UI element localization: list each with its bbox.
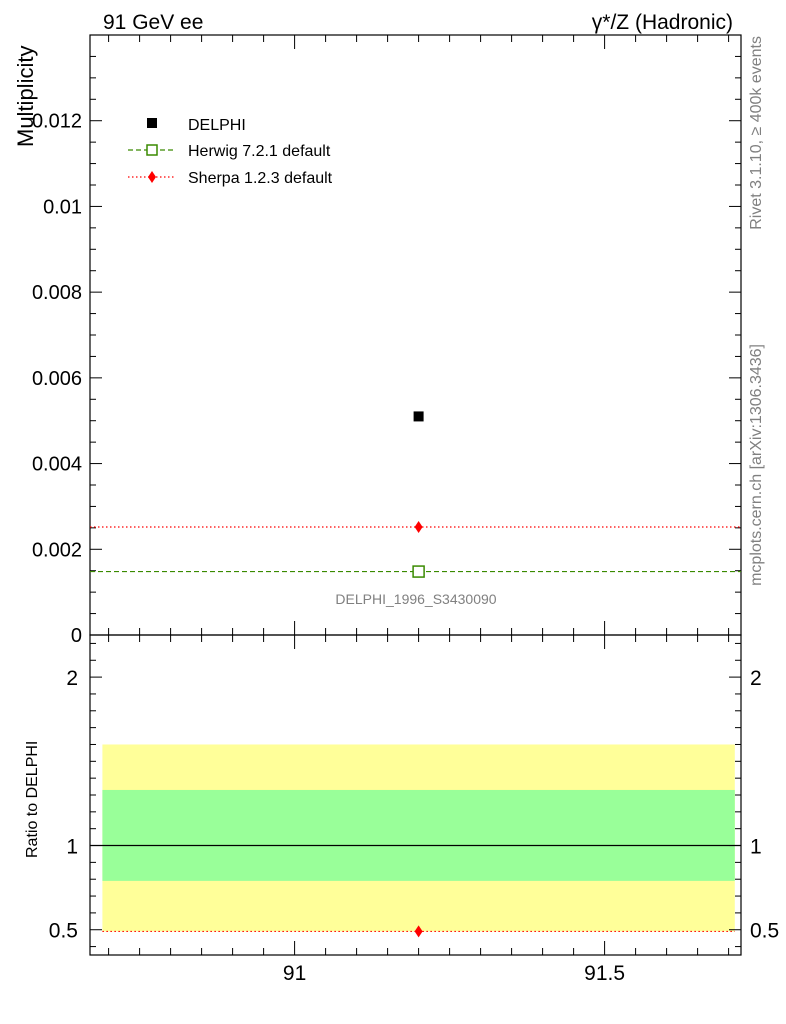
legend-delphi-label: DELPHI [188, 117, 246, 134]
main-ytick-label: 0.004 [32, 454, 82, 476]
ratio-ylabel: Ratio to DELPHI [24, 741, 41, 858]
mcplots-label: mcplots.cern.ch [arXiv:1306.3436] [748, 344, 765, 586]
legend: DELPHI Herwig 7.2.1 default Sherpa 1.2.3… [128, 117, 333, 187]
ratio-ytick-label-left: 1 [66, 836, 78, 859]
legend-herwig-label: Herwig 7.2.1 default [188, 143, 331, 160]
ratio-ytick-label-right: 1 [750, 836, 762, 859]
main-ytick-label: 0.006 [32, 368, 82, 390]
ratio-series [102, 925, 735, 938]
header-right: γ*/Z (Hadronic) [592, 11, 733, 34]
main-series [90, 411, 741, 578]
ratio-xtick-label: 91 [283, 962, 306, 985]
main-ytick-label: 0.002 [32, 539, 82, 561]
header-left: 91 GeV ee [103, 11, 203, 34]
ratio-sherpa-point [414, 925, 423, 938]
ratio-bands [90, 744, 741, 932]
analysis-id: DELPHI_1996_S3430090 [335, 591, 496, 607]
main-ylabel: Multiplicity [13, 46, 38, 147]
ratio-panel: 0.5 0.5 1 1 2 2 91 91.5 Ratio to DELPHI [24, 634, 779, 985]
main-ytick-label: 0 [71, 625, 82, 647]
ratio-ytick-label-right: 2 [750, 667, 762, 690]
ratio-xtick-label: 91.5 [584, 962, 625, 985]
main-ytick-label: 0.012 [32, 111, 82, 133]
ratio-ytick-label-left: 2 [66, 667, 78, 690]
ratio-ytick-label-right: 0.5 [750, 920, 779, 943]
sherpa-point [414, 521, 423, 533]
ratio-ticks: 0.5 0.5 1 1 2 2 91 91.5 [49, 635, 779, 985]
main-ytick-label: 0.01 [43, 196, 82, 218]
legend-herwig-marker [146, 144, 158, 156]
legend-sherpa-label: Sherpa 1.2.3 default [188, 170, 333, 187]
legend-sherpa-marker [148, 171, 156, 183]
main-ytick-label: 0.008 [32, 282, 82, 304]
herwig-point [412, 565, 425, 578]
delphi-point [413, 411, 424, 422]
main-ticks: 0 0.002 0.004 0.006 0.008 0.01 0.012 [32, 34, 741, 647]
rivet-label: Rivet 3.1.10, ≥ 400k events [748, 36, 765, 230]
ratio-band-inner [102, 789, 735, 881]
main-panel: 0 0.002 0.004 0.006 0.008 0.01 0.012 Multiplic… [13, 34, 742, 647]
legend-delphi-marker [147, 118, 157, 128]
ratio-ytick-label-left: 0.5 [49, 920, 78, 943]
